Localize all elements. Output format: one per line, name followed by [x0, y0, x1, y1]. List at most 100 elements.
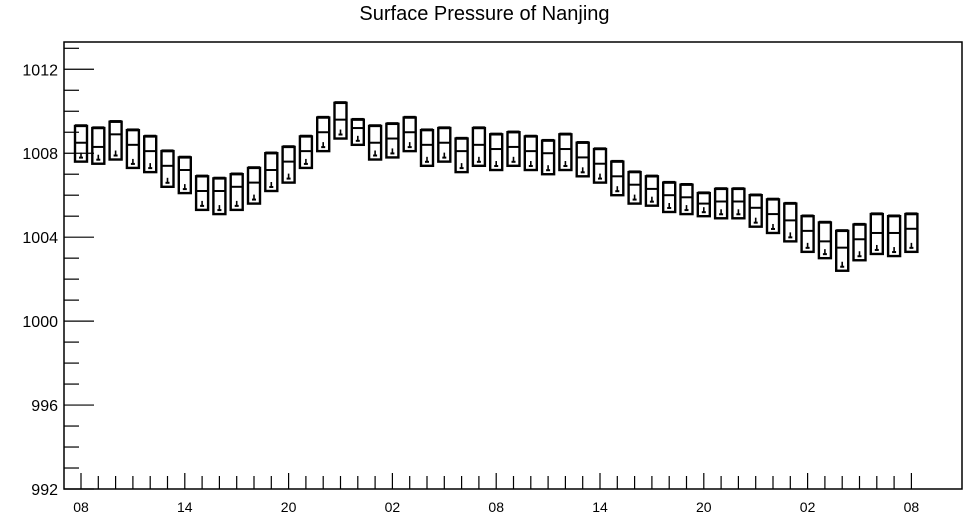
- y-tick-label: 992: [31, 482, 58, 499]
- box-body: [765, 198, 781, 235]
- pressure-box: [489, 132, 504, 172]
- box-body: [73, 124, 89, 163]
- box-body: [558, 133, 573, 172]
- box-body: [281, 145, 296, 184]
- pressure-box: [333, 101, 348, 140]
- box-body: [783, 202, 798, 243]
- plot-frame: [63, 41, 963, 490]
- box-body: [627, 170, 642, 205]
- box-body: [886, 214, 902, 258]
- pressure-box: [419, 128, 435, 168]
- pressure-box: [506, 130, 521, 168]
- box-body: [610, 160, 625, 197]
- box-body: [869, 212, 884, 256]
- box-body: [835, 229, 850, 272]
- box-body: [489, 133, 504, 172]
- pressure-box: [869, 212, 884, 256]
- box-body: [437, 126, 452, 163]
- box-body: [644, 175, 660, 207]
- box-body: [800, 214, 815, 254]
- y-tick-label: 1008: [22, 146, 58, 163]
- box-body: [471, 126, 487, 168]
- pressure-box: [592, 147, 608, 184]
- pressure-box: [125, 128, 141, 170]
- pressure-box: [402, 115, 417, 153]
- pressure-box: [523, 134, 538, 172]
- pressure-box: [194, 174, 210, 212]
- pressure-box: [783, 201, 798, 243]
- box-body: [316, 116, 331, 153]
- pressure-box: [298, 134, 314, 170]
- chart-title: Surface Pressure of Nanjing: [359, 3, 610, 25]
- pressure-box: [644, 174, 660, 207]
- pressure-box: [662, 180, 677, 214]
- x-tick-label: 20: [696, 499, 712, 515]
- pressure-box: [385, 122, 400, 159]
- pressure-box: [160, 149, 175, 189]
- pressure-box: [264, 151, 279, 193]
- x-tick-label: 02: [385, 499, 401, 515]
- box-body: [454, 137, 469, 174]
- box-body: [852, 223, 867, 262]
- pressure-box: [696, 191, 711, 218]
- box-body: [696, 191, 711, 218]
- pressure-box: [852, 222, 867, 262]
- pressure-box: [350, 117, 365, 147]
- y-tick-label: 1004: [22, 230, 58, 247]
- y-axis: 992 996 1000 1004 1008 1012: [22, 47, 94, 499]
- box-body: [194, 175, 210, 212]
- x-tick-label: 02: [800, 499, 816, 515]
- box-body: [385, 122, 400, 159]
- pressure-box: [765, 197, 781, 235]
- box-body: [108, 120, 123, 161]
- box-body: [298, 135, 314, 170]
- box-body: [333, 101, 348, 140]
- x-tick-label: 08: [73, 499, 89, 515]
- pressure-box: [316, 115, 331, 153]
- pressure-box: [367, 124, 383, 161]
- box-body: [160, 149, 175, 189]
- box-body: [592, 147, 608, 184]
- x-tick-label: 20: [281, 499, 297, 515]
- box-body: [506, 131, 521, 168]
- pressure-box: [229, 172, 244, 212]
- y-tick-label: 1012: [22, 62, 58, 79]
- box-body: [125, 128, 141, 170]
- pressure-box: [540, 138, 556, 176]
- x-tick-label: 08: [904, 499, 920, 515]
- box-body: [419, 128, 435, 168]
- box-body: [575, 141, 590, 178]
- box-body: [350, 118, 365, 147]
- box-body: [402, 116, 417, 153]
- pressure-box: [575, 141, 590, 178]
- pressure-box: [281, 145, 296, 184]
- box-body: [212, 177, 227, 216]
- y-tick-label: 996: [31, 398, 58, 415]
- pressure-box: [748, 193, 763, 228]
- pressure-box: [246, 166, 262, 205]
- box-body: [142, 135, 158, 174]
- pressure-box: [713, 187, 729, 220]
- box-body: [748, 193, 763, 228]
- box-body: [713, 187, 729, 220]
- pressure-box: [471, 126, 487, 168]
- box-body: [731, 187, 746, 220]
- box-body: [246, 166, 262, 205]
- pressure-box: [177, 155, 193, 195]
- pressure-box: [627, 170, 642, 205]
- box-body: [91, 126, 106, 165]
- y-tick-label: 1000: [22, 314, 58, 331]
- box-body: [264, 152, 279, 193]
- pressure-box: [904, 212, 919, 254]
- pressure-box: [212, 176, 227, 216]
- box-body: [904, 212, 919, 254]
- pressure-box: [91, 126, 106, 165]
- pressure-box: [437, 126, 452, 163]
- box-body: [523, 135, 538, 172]
- pressure-box: [800, 214, 815, 254]
- x-tick-label: 14: [177, 499, 193, 515]
- pressure-box: [679, 183, 694, 216]
- box-body: [229, 173, 244, 212]
- pressure-box: [610, 159, 625, 197]
